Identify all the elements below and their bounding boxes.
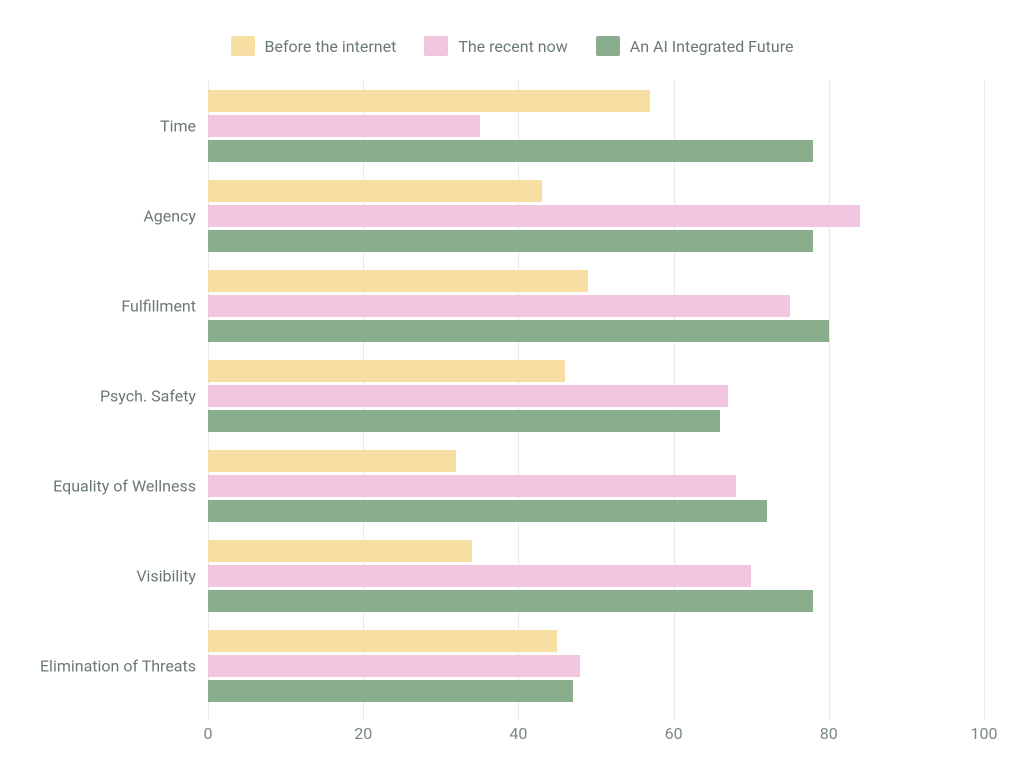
bar-now: [208, 205, 860, 227]
legend-item-before: Before the internet: [231, 36, 397, 56]
x-tick-label: 20: [354, 724, 372, 743]
bar-now: [208, 295, 790, 317]
x-tick-label: 80: [820, 724, 838, 743]
bar-now: [208, 385, 728, 407]
bar-before: [208, 450, 456, 472]
bar-before: [208, 360, 565, 382]
gridline: [829, 80, 830, 720]
bar-future: [208, 500, 767, 522]
y-category-label: Fulfillment: [121, 297, 196, 316]
bar-before: [208, 270, 588, 292]
legend: Before the internet The recent now An AI I…: [0, 36, 1024, 56]
bar-now: [208, 655, 580, 677]
gridline: [984, 80, 985, 720]
bar-future: [208, 140, 813, 162]
bar-before: [208, 630, 557, 652]
y-category-label: Equality of Wellness: [53, 477, 196, 496]
plot-area: 020406080100: [208, 80, 984, 720]
bar-future: [208, 320, 829, 342]
legend-label: The recent now: [458, 37, 567, 56]
bar-before: [208, 90, 650, 112]
legend-item-future: An AI Integrated Future: [596, 36, 794, 56]
y-category-label: Psych. Safety: [100, 387, 196, 406]
legend-swatch: [596, 36, 620, 56]
legend-swatch: [424, 36, 448, 56]
chart-container: Before the internet The recent now An AI I…: [0, 0, 1024, 774]
x-tick-label: 0: [204, 724, 213, 743]
bar-now: [208, 475, 736, 497]
bar-now: [208, 115, 480, 137]
y-category-label: Elimination of Threats: [40, 657, 196, 676]
x-tick-label: 60: [665, 724, 683, 743]
legend-item-now: The recent now: [424, 36, 567, 56]
legend-label: Before the internet: [265, 37, 397, 56]
y-category-label: Time: [160, 117, 196, 136]
bar-before: [208, 180, 542, 202]
legend-swatch: [231, 36, 255, 56]
bar-future: [208, 230, 813, 252]
bar-before: [208, 540, 472, 562]
bar-now: [208, 565, 751, 587]
bar-future: [208, 680, 573, 702]
bar-future: [208, 590, 813, 612]
bar-future: [208, 410, 720, 432]
y-category-label: Visibility: [136, 567, 196, 586]
x-tick-label: 40: [509, 724, 527, 743]
y-category-label: Agency: [143, 207, 196, 226]
legend-label: An AI Integrated Future: [630, 37, 794, 56]
x-tick-label: 100: [971, 724, 998, 743]
